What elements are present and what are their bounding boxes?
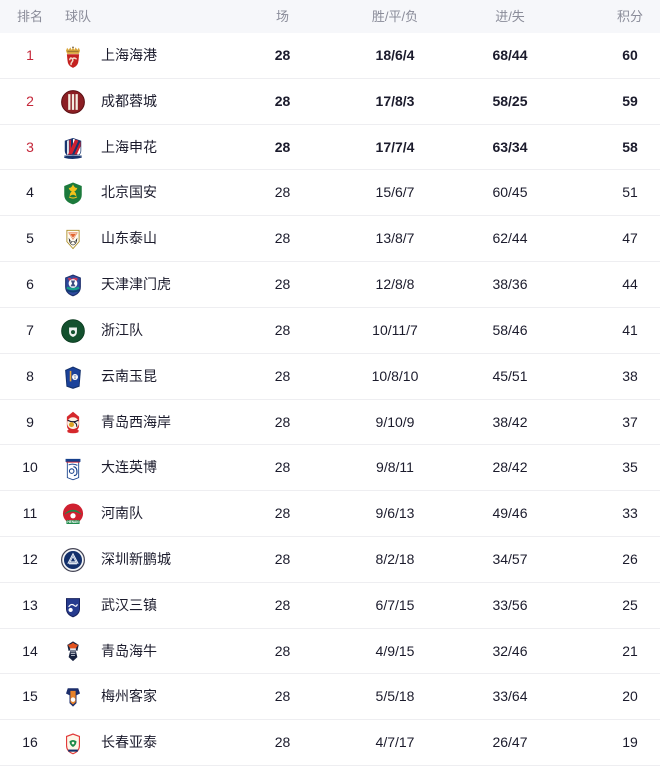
svg-text:HENAN: HENAN xyxy=(67,520,79,524)
